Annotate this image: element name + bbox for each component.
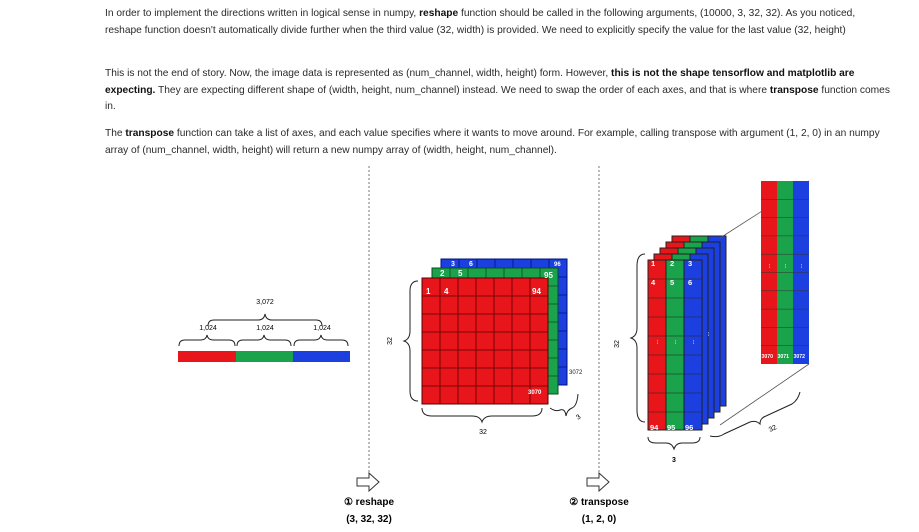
red-num-3070: 3070 [528,390,542,396]
stack-num-96: 96 [685,423,693,432]
blue-num-3072: 3072 [569,370,583,376]
stack-num-4: 4 [651,278,656,287]
cube-depth-brace [549,393,579,417]
stack-depth-brace [709,391,801,438]
label-seg1: 1,024 [199,325,217,332]
step2-args: (1, 2, 0) [582,514,616,525]
step-reshape: ① reshape (3, 32, 32) [344,471,395,525]
bar-blue [293,351,350,362]
stack-num-94: 94 [650,423,659,432]
paragraph-reshape: In order to implement the directions wri… [105,6,890,39]
far-num-3072: 3072 [794,354,806,360]
text: function comes in. [105,84,890,113]
stack-column [683,259,703,431]
blue-num-96: 96 [554,262,561,268]
bar-green [236,351,293,362]
brace-total [207,313,323,327]
step-transpose: ② transpose (1, 2, 0) [569,471,629,525]
stack-height-brace [629,253,646,423]
brace-seg2 [236,334,292,347]
stack-num-5: 5 [670,278,674,287]
red-num-4: 4 [444,287,449,296]
green-num-5: 5 [458,269,463,278]
label-total: 3,072 [256,299,274,306]
brace-seg1 [178,334,236,347]
cube-depth-label: 3 [575,414,582,422]
step2-title: ② transpose [569,497,629,508]
far-num-3071: 3071 [778,354,790,360]
channel-red [421,277,549,405]
stack-num-3: 3 [688,259,692,268]
step1-args: (3, 32, 32) [346,514,392,525]
text: function can take a list of axes, and ea… [105,128,880,156]
arrow-right-icon [586,471,610,493]
stack-num-1: 1 [651,259,655,268]
stack-dots-green: ... [672,339,678,344]
far-num-3070: 3070 [762,354,774,360]
label-seg3: 1,024 [313,325,331,332]
stack-depth-label: 32 [768,424,778,434]
reshaped-cube: 1 4 94 3070 2 5 95 3 6 96 3072 32 32 3 [387,258,583,436]
bold-transpose: transpose [125,128,175,139]
red-num-94: 94 [532,287,541,296]
far-dots-green: ... [782,263,788,268]
text: function should be called in the followi… [105,8,856,36]
far-dots-blue: ... [798,263,804,268]
green-num-2: 2 [440,269,445,278]
stack-dots-side: ... [705,331,711,336]
flat-vector: 3,072 1,024 1,024 1,024 [178,299,350,362]
text: In order to implement the directions wri… [105,8,420,19]
brace-seg3 [293,334,349,347]
cube-width-label: 32 [479,429,487,436]
transposed-stack: 3070 3071 3072 ... ... ... 1 2 3 4 5 6 9… [614,180,810,464]
step1-title: ① reshape [344,497,395,508]
paragraph-transpose: The transpose function can take a list o… [105,126,890,159]
text: This is not the end of story. Now, the i… [105,68,612,79]
cube-height-label: 32 [387,337,394,345]
green-num-95: 95 [544,271,553,280]
blue-num-3: 3 [451,261,455,268]
stack-height-label: 32 [614,340,621,348]
paragraph-shape: This is not the end of story. Now, the i… [105,66,890,116]
bold-reshape: reshape [419,8,459,19]
text: The [105,128,126,139]
cube-width-brace [421,407,543,424]
red-num-1: 1 [426,287,431,296]
stack-dots-red: ... [654,339,660,344]
perspective-bottom [719,363,810,426]
bold-shape-note: this is not the shape tensorflow and mat… [105,68,855,96]
stack-width-label: 3 [672,457,676,464]
stack-num-95: 95 [667,423,675,432]
arrow-right-icon [356,471,380,493]
label-seg2: 1,024 [256,325,274,332]
stack-num-6: 6 [688,278,692,287]
far-dots-red: ... [766,263,772,268]
text: They are expecting different shape of (w… [155,84,770,96]
bar-red [178,351,236,362]
stack-dots-blue: ... [690,339,696,344]
bold-transpose: transpose [769,84,819,96]
stack-num-2: 2 [670,259,674,268]
cube-height-brace [402,280,419,402]
stack-width-brace [647,436,701,451]
blue-num-6: 6 [469,261,473,268]
